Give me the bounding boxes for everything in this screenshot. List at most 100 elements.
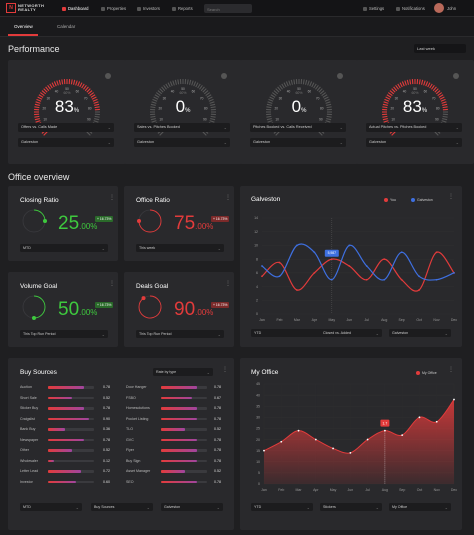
gauge-metric-dropdown[interactable]: Sales vs. Pitches Booked ⌄ bbox=[134, 123, 230, 132]
brand-logo[interactable]: N bbox=[6, 3, 16, 13]
dropdown-value: Galveston bbox=[21, 140, 39, 145]
y-tick-label: 20 bbox=[256, 438, 260, 442]
nav-notifications[interactable]: Notifications bbox=[396, 6, 425, 11]
more-icon[interactable]: ⋮ bbox=[109, 195, 115, 201]
nav-investors[interactable]: Investors bbox=[137, 6, 160, 11]
info-icon[interactable] bbox=[453, 73, 459, 79]
gauge-tick bbox=[319, 90, 325, 95]
data-point bbox=[383, 278, 386, 281]
data-point bbox=[349, 451, 352, 454]
gauge-location-dropdown[interactable]: Galveston ⌄ bbox=[18, 138, 114, 147]
info-icon[interactable] bbox=[105, 73, 111, 79]
gauge-location-dropdown[interactable]: Galveston ⌄ bbox=[366, 138, 462, 147]
gauge-tick-label: 20 bbox=[391, 107, 395, 111]
gauge-metric-dropdown[interactable]: Pitches Booked vs. Calls Received ⌄ bbox=[250, 123, 346, 132]
buy-source-value: 0.78 bbox=[214, 437, 221, 442]
kpi-decimals: .00% bbox=[195, 222, 214, 231]
my-office-period-dropdown[interactable]: YTD ⌄ bbox=[251, 503, 313, 511]
gauge-tick bbox=[56, 80, 59, 86]
buy-sources-metric-dropdown[interactable]: Buy Sources ⌄ bbox=[91, 503, 153, 511]
gauge-tick bbox=[93, 101, 99, 104]
gauge-tick bbox=[209, 101, 215, 104]
gauge-metric-dropdown[interactable]: Offers vs. Calls Made ⌄ bbox=[18, 123, 114, 132]
gauge-tick bbox=[442, 118, 448, 121]
kpi-period-dropdown[interactable]: MTD ⌄ bbox=[20, 244, 108, 252]
tooltip-box bbox=[380, 419, 390, 427]
dropdown-value: Offers vs. Calls Made bbox=[21, 125, 58, 130]
gauge-tick bbox=[382, 106, 388, 109]
tab-calendar[interactable]: Calendar bbox=[57, 24, 76, 29]
gauge-tick bbox=[159, 131, 164, 136]
buy-sources-period-dropdown[interactable]: MTD ⌄ bbox=[20, 503, 82, 511]
gauge-tick bbox=[150, 106, 156, 109]
data-point bbox=[453, 271, 455, 274]
nav-reports[interactable]: Reports bbox=[172, 6, 193, 11]
gauge-tick-label: 50 bbox=[65, 87, 69, 91]
tab-overview[interactable]: Overview bbox=[14, 24, 33, 29]
more-icon[interactable]: ⋮ bbox=[109, 281, 115, 287]
dropdown-value: This Top Run Period bbox=[23, 332, 56, 337]
nav-settings[interactable]: Settings bbox=[363, 6, 384, 11]
chevron-down-icon: ⌄ bbox=[223, 125, 227, 130]
more-icon[interactable]: ⋮ bbox=[448, 367, 454, 373]
more-icon[interactable]: ⋮ bbox=[222, 367, 228, 373]
gauge-tick bbox=[94, 106, 100, 109]
data-point bbox=[365, 265, 368, 267]
gauge-tick bbox=[83, 84, 87, 90]
galveston-metric-dropdown[interactable]: Closed vs. Added ⌄ bbox=[320, 329, 382, 337]
buy-source-label: TLO bbox=[126, 427, 133, 431]
kpi-period-dropdown[interactable]: This Top Run Period ⌄ bbox=[20, 330, 108, 338]
info-icon[interactable] bbox=[221, 73, 227, 79]
dropdown-value: Stickers bbox=[323, 505, 336, 510]
gauge-tick bbox=[293, 79, 296, 85]
legend-galveston[interactable]: Galveston bbox=[411, 198, 433, 202]
gauge-tick bbox=[189, 79, 192, 85]
galveston-location-dropdown[interactable]: Galveston ⌄ bbox=[389, 329, 451, 337]
gauge-tick bbox=[434, 131, 439, 136]
period-dropdown[interactable]: Last week bbox=[414, 44, 466, 53]
gauge-tick bbox=[210, 118, 216, 121]
gauge-tick bbox=[210, 115, 216, 118]
legend-my-office[interactable]: My Office bbox=[416, 371, 437, 375]
chevron-down-icon: ⌄ bbox=[444, 504, 448, 510]
kpi-period-dropdown[interactable]: This Top Run Period ⌄ bbox=[136, 330, 224, 338]
nav-dashboard[interactable]: Dashboard bbox=[62, 6, 89, 11]
search-input[interactable]: Search bbox=[204, 4, 252, 13]
dropdown-value: MTD bbox=[23, 246, 31, 251]
more-icon[interactable]: ⋮ bbox=[225, 281, 231, 287]
user-name[interactable]: John bbox=[447, 6, 457, 11]
gauge-location-dropdown[interactable]: Galveston ⌄ bbox=[134, 138, 230, 147]
y-tick-label: 2 bbox=[256, 298, 258, 302]
info-icon[interactable] bbox=[337, 73, 343, 79]
legend-you[interactable]: You bbox=[384, 198, 396, 202]
nav-properties[interactable]: Properties bbox=[101, 6, 126, 11]
gauge-tick bbox=[290, 79, 293, 85]
gauge-tick bbox=[279, 84, 283, 90]
data-point bbox=[400, 278, 403, 281]
data-point bbox=[418, 416, 421, 419]
buy-source-value: 0.78 bbox=[103, 437, 110, 442]
buy-source-value: 0.52 bbox=[214, 427, 221, 431]
y-tick-label: 4 bbox=[256, 285, 258, 289]
my-office-metric-dropdown[interactable]: Stickers ⌄ bbox=[320, 503, 382, 511]
buy-source-value: 0.52 bbox=[214, 469, 221, 473]
avatar[interactable] bbox=[434, 3, 444, 13]
gauge-tick bbox=[51, 82, 55, 88]
more-icon[interactable]: ⋮ bbox=[448, 194, 454, 200]
chevron-down-icon: ⌄ bbox=[455, 125, 459, 130]
data-point bbox=[453, 398, 455, 401]
gauge-tick bbox=[382, 118, 388, 121]
gauge-tick-label: 30 bbox=[163, 97, 167, 101]
gauge-location-dropdown[interactable]: Galveston ⌄ bbox=[250, 138, 346, 147]
dashboard-icon bbox=[62, 6, 66, 11]
rate-type-dropdown[interactable]: Rate by type ⌄ bbox=[153, 368, 213, 376]
gauge-tick bbox=[199, 84, 203, 90]
more-icon[interactable]: ⋮ bbox=[225, 195, 231, 201]
x-tick-label: Sep bbox=[399, 488, 405, 492]
my-office-location-dropdown[interactable]: My Office ⌄ bbox=[389, 503, 451, 511]
buy-source-value: 0.12 bbox=[103, 458, 110, 463]
kpi-change-badge: + 16.73% bbox=[95, 216, 114, 222]
buy-sources-location-dropdown[interactable]: Galveston ⌄ bbox=[161, 503, 223, 511]
gauge-metric-dropdown[interactable]: Actual Pitches vs. Pitches Booked ⌄ bbox=[366, 123, 462, 132]
kpi-period-dropdown[interactable]: This week ⌄ bbox=[136, 244, 224, 252]
